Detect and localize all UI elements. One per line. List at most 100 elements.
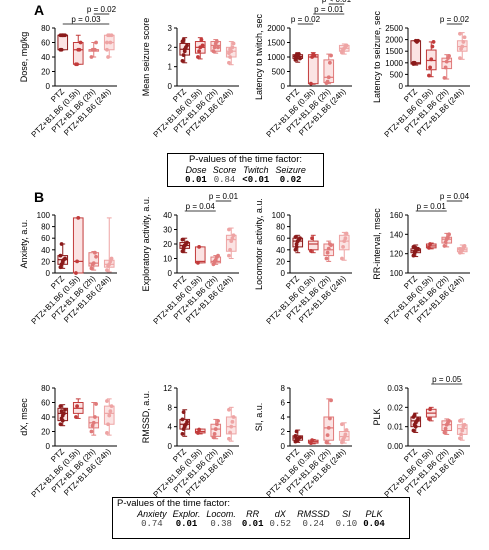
anxiety-ylabel: Anxiety, a.u. <box>19 220 29 269</box>
pvalue-top-header-1: Score <box>212 165 237 175</box>
anxiety-point <box>94 254 98 259</box>
si-point <box>309 441 313 445</box>
dx-point <box>58 422 63 427</box>
twitch-point <box>294 52 299 57</box>
seizure-point <box>431 40 436 44</box>
explor-point <box>229 239 234 244</box>
pvalue-box-bottom: P-values of the time factor: Anxiety Expl… <box>112 497 410 539</box>
dx-point <box>105 431 109 435</box>
si-point <box>340 440 344 445</box>
locom-ytick-label: 80 <box>276 223 285 232</box>
dx-point <box>58 404 63 409</box>
dose-point <box>75 62 79 67</box>
anxiety-point <box>58 265 63 270</box>
anxiety-ytick-label: 100 <box>37 211 51 220</box>
locom-ytick-label: 40 <box>276 246 285 255</box>
plk-point <box>411 428 416 433</box>
explor-point <box>213 258 218 262</box>
twitch-ytick-label: 2000 <box>267 24 285 33</box>
score-point <box>227 60 231 65</box>
dx-point <box>109 404 114 409</box>
rmssd-point <box>215 422 219 427</box>
rmssd-point <box>185 419 189 424</box>
rr-point <box>446 235 450 240</box>
dx-point <box>60 418 65 423</box>
score-point <box>200 43 205 48</box>
plk-point <box>447 418 451 423</box>
dx-ytick-label: 80 <box>41 384 50 393</box>
si-point <box>343 432 348 437</box>
rr-bracket-label: p = 0.04 <box>440 192 470 201</box>
dx-point <box>105 399 109 403</box>
locom-point <box>294 242 299 246</box>
anxiety-ytick-label: 0 <box>46 269 51 278</box>
seizure-point <box>428 65 432 70</box>
seizure-point <box>443 65 448 70</box>
pvalue-top-header-2: Twitch <box>243 165 269 175</box>
dose-ytick-label: 20 <box>41 68 50 77</box>
seizure-ytick-label: 0 <box>399 82 404 91</box>
seizure-point <box>412 61 417 66</box>
si-point <box>298 435 302 440</box>
score-point <box>185 43 189 48</box>
dx-point <box>108 409 113 414</box>
rr-ytick-label: 140 <box>390 230 404 239</box>
explor-point <box>228 247 232 252</box>
panel-label-b: B <box>34 189 45 205</box>
pvalue-bottom-header-0: Anxiety <box>137 509 167 519</box>
rmssd-ylabel: RMSSD, a.u. <box>141 391 151 444</box>
pvalue-box-bottom-title: P-values of the time factor: <box>117 498 230 509</box>
locom-point <box>343 236 348 241</box>
explor-ytick-label: 40 <box>163 211 172 220</box>
seizure-box <box>410 40 422 65</box>
explor-ylabel: Exploratory activity, a.u. <box>141 197 151 292</box>
pvalue-bottom-value-3: 0.01 <box>241 519 264 529</box>
score-point <box>182 47 187 52</box>
seizure-point <box>429 57 434 62</box>
rr-point <box>443 240 448 244</box>
anxiety-point <box>59 242 64 246</box>
si-ytick-label: 0 <box>281 442 286 451</box>
anxiety-point <box>76 216 81 220</box>
dose-box <box>72 42 84 65</box>
si-point <box>293 433 298 438</box>
anxiety-point <box>107 262 112 267</box>
explor-point <box>180 249 185 254</box>
pvalue-top-value-0: 0.01 <box>185 175 207 185</box>
anxiety-box <box>72 217 84 274</box>
plk-point <box>416 417 420 421</box>
score-point <box>199 37 204 42</box>
explor-point <box>216 253 220 258</box>
seizure-point <box>430 44 435 49</box>
pvalue-bottom-value-5: 0.24 <box>302 519 325 529</box>
plk-bracket-label: p = 0.05 <box>432 375 462 384</box>
rr-point <box>428 242 432 246</box>
score-point <box>215 39 219 44</box>
si-point <box>324 440 329 445</box>
explor-point <box>196 260 200 265</box>
dose-point <box>78 40 83 45</box>
locom-point <box>294 245 299 249</box>
dx-point <box>89 429 94 434</box>
plk-point <box>462 422 467 427</box>
twitch-point <box>325 79 330 84</box>
score-ytick-label: 0 <box>168 82 173 91</box>
locom-point <box>342 239 347 244</box>
si-ytick-label: 6 <box>281 399 286 408</box>
plk-point <box>458 418 462 423</box>
rmssd-point <box>197 427 201 432</box>
dose-point <box>59 47 64 52</box>
pvalue-bottom-header-2: Locom. <box>206 509 236 519</box>
dx-point <box>94 402 98 406</box>
twitch-ytick-label: 1000 <box>267 53 285 62</box>
dx-point <box>91 420 96 425</box>
dose-point <box>77 47 82 52</box>
explor-point <box>180 237 185 242</box>
dose-box <box>57 34 69 51</box>
dose-ytick-label: 0 <box>46 82 51 91</box>
rmssd-point <box>229 424 234 429</box>
score-point <box>227 51 231 56</box>
anxiety-point <box>105 268 109 272</box>
plk-point <box>412 413 417 417</box>
dx-point <box>107 413 112 418</box>
